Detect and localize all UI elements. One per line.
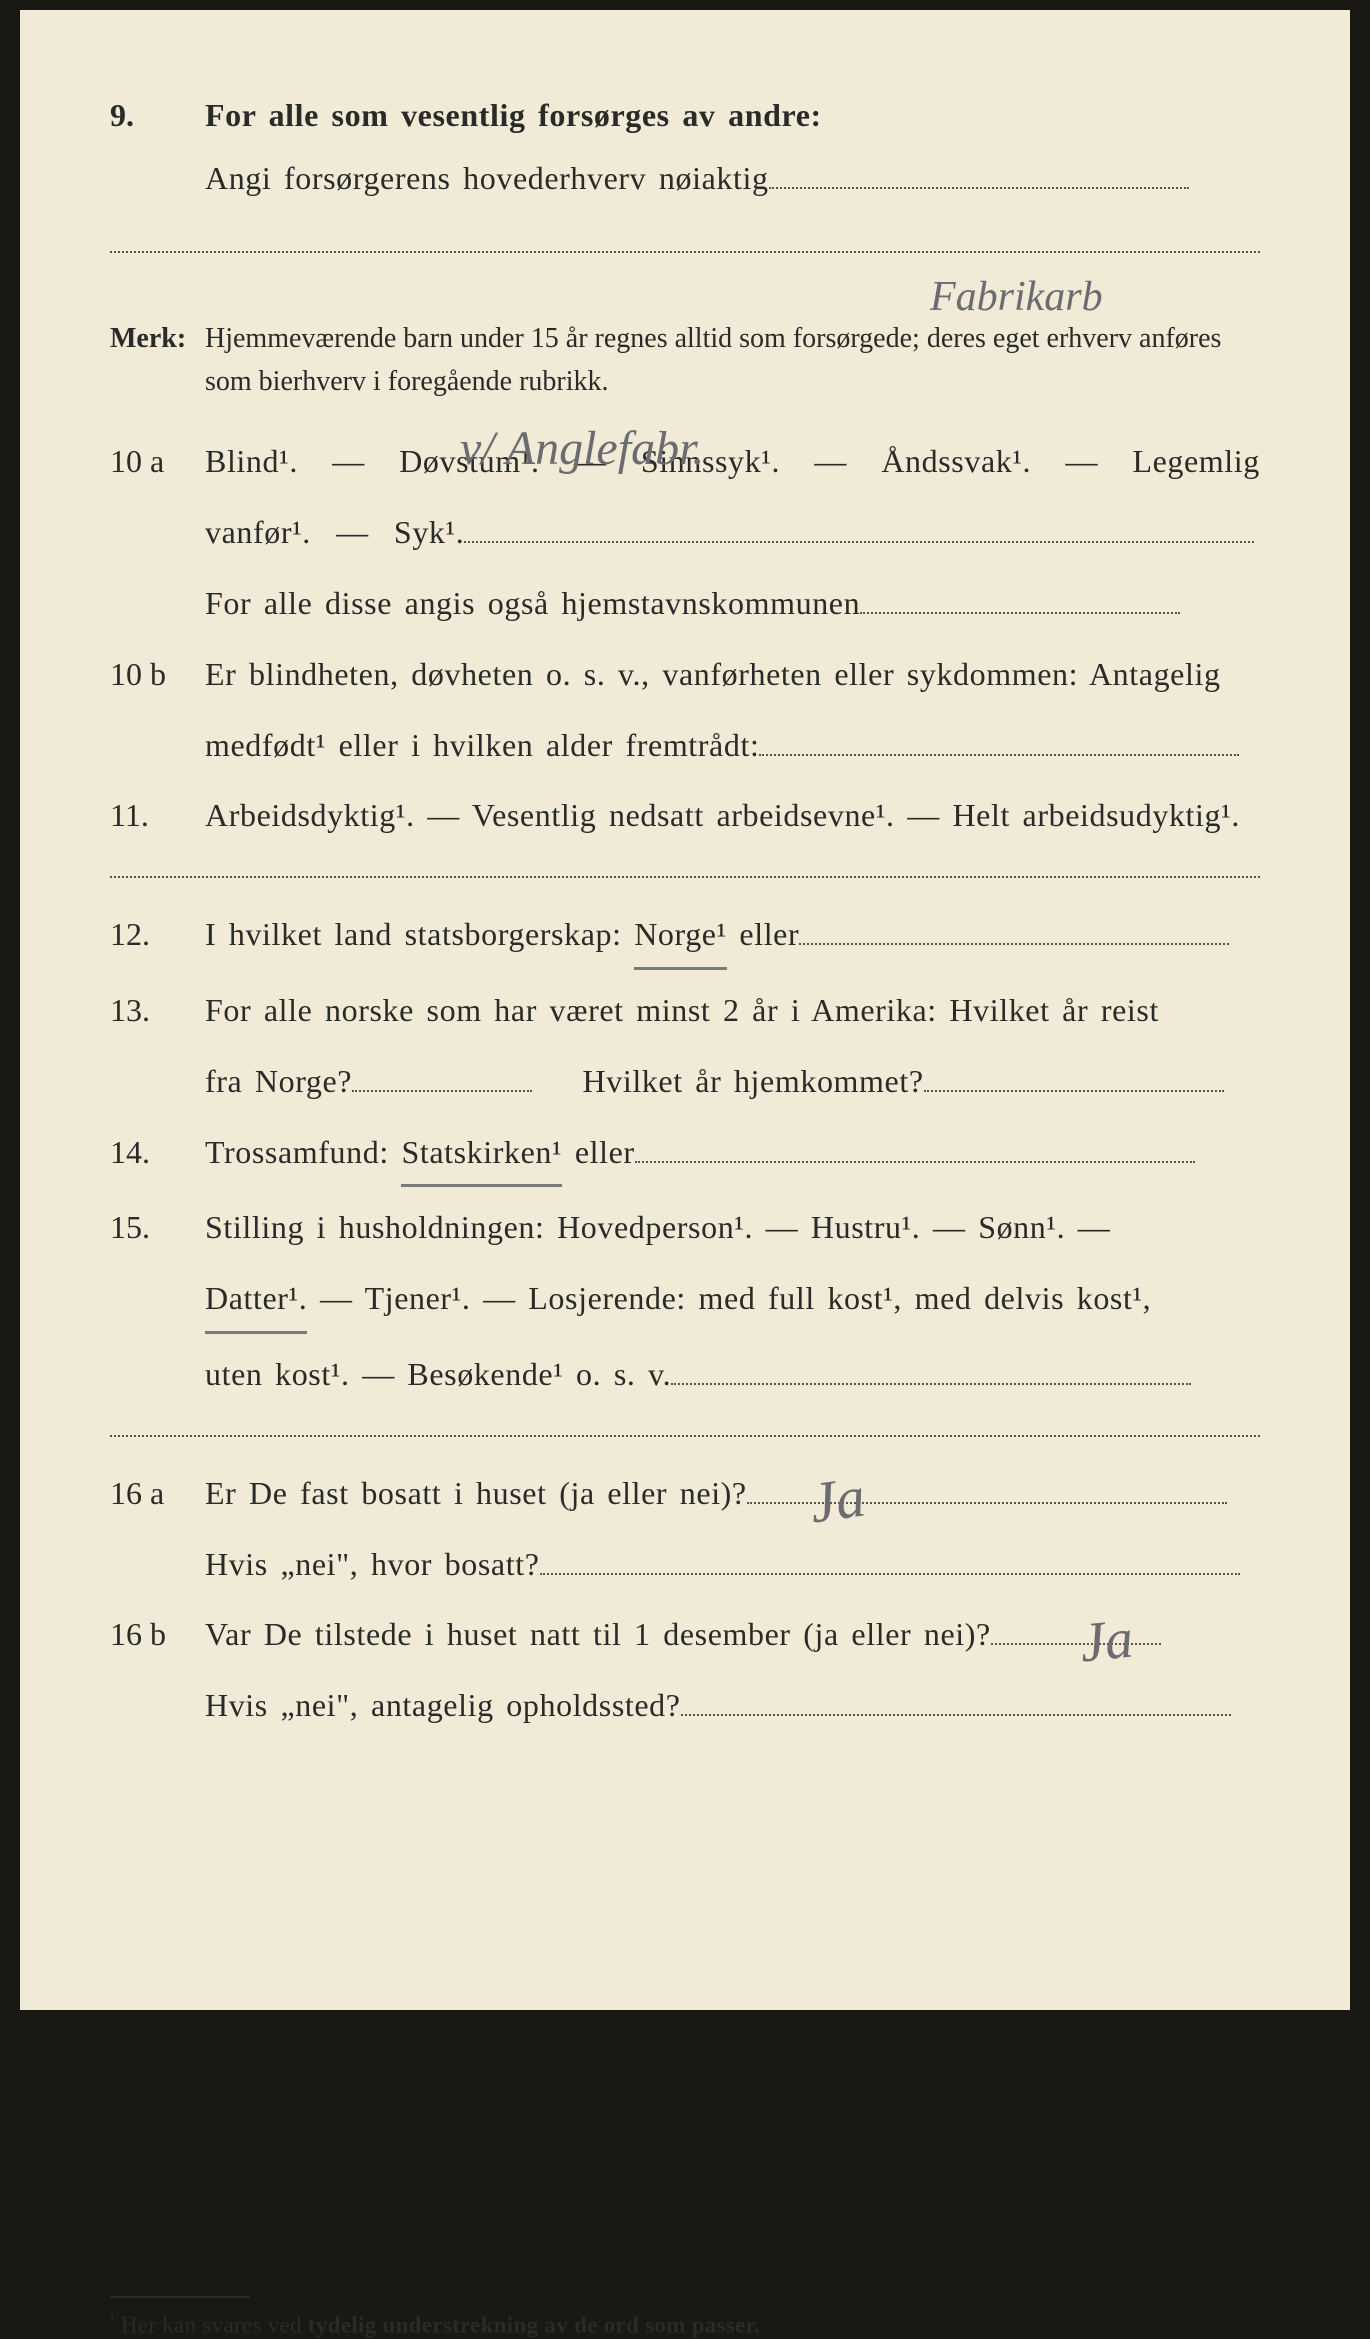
q16a-row2: Hvis „nei", hvor bosatt? bbox=[110, 1534, 1260, 1595]
q13-row2: fra Norge? Hvilket år hjemkommet? bbox=[110, 1051, 1260, 1112]
q9-blank bbox=[769, 187, 1189, 189]
q10b-line2: medfødt¹ eller i hvilken alder fremtrådt… bbox=[205, 715, 1260, 776]
q10a-number: 10 a bbox=[110, 431, 205, 492]
merk-label: Merk: bbox=[110, 317, 205, 404]
footnote: ¹ Her kan svares ved tydelig understrekn… bbox=[110, 2312, 1260, 2339]
divider-15 bbox=[110, 1435, 1260, 1437]
q10a-row3: For alle disse angis også hjemstavnskomm… bbox=[110, 573, 1260, 634]
q9-line-row: Angi forsørgerens hovederhverv nøiaktig … bbox=[110, 148, 1260, 209]
q13-line2: fra Norge? Hvilket år hjemkommet? bbox=[205, 1051, 1260, 1112]
q13-row1: 13. For alle norske som har været minst … bbox=[110, 980, 1260, 1041]
q11-text: Arbeidsdyktig¹. — Vesentlig nedsatt arbe… bbox=[205, 785, 1260, 846]
q15-number: 15. bbox=[110, 1197, 205, 1258]
q15-row1: 15. Stilling i husholdningen: Hovedperso… bbox=[110, 1197, 1260, 1258]
q15-row3: uten kost¹. — Besøkende¹ o. s. v. bbox=[110, 1344, 1260, 1405]
q12-row: 12. I hvilket land statsborgerskap: Norg… bbox=[110, 904, 1260, 970]
form-page: 9. For alle som vesentlig forsørges av a… bbox=[20, 10, 1350, 2010]
q16b-handwriting: Ja bbox=[1075, 1586, 1139, 1697]
q10a-line1: Blind¹.— Døvstum¹.— Sinnssyk¹.— Åndssvak… bbox=[205, 431, 1260, 492]
q11-row: 11. Arbeidsdyktig¹. — Vesentlig nedsatt … bbox=[110, 785, 1260, 846]
q16a-row1: 16 a Er De fast bosatt i huset (ja eller… bbox=[110, 1463, 1260, 1524]
q12-body: I hvilket land statsborgerskap: Norge¹ e… bbox=[205, 904, 1260, 970]
q14-number: 14. bbox=[110, 1122, 205, 1183]
q16b-row1: 16 b Var De tilstede i huset natt til 1 … bbox=[110, 1604, 1260, 1665]
q9-handwriting-2: v/ Anglefabr. bbox=[460, 421, 704, 476]
q10b-line1: Er blindheten, døvheten o. s. v., vanfør… bbox=[205, 644, 1260, 705]
q16a-line2: Hvis „nei", hvor bosatt? bbox=[205, 1534, 1260, 1595]
q12-selected: Norge¹ bbox=[634, 904, 727, 970]
q15-line3: uten kost¹. — Besøkende¹ o. s. v. bbox=[205, 1344, 1260, 1405]
q10a-row2: vanfør¹. — Syk¹. bbox=[110, 502, 1260, 563]
q11-number: 11. bbox=[110, 785, 205, 846]
q9-line-text: Angi forsørgerens hovederhverv nøiaktig bbox=[205, 160, 769, 196]
q12-number: 12. bbox=[110, 904, 205, 965]
footnote-bold: tydelig understrekning av de ord som pas… bbox=[308, 2313, 760, 2338]
q10a-line3: For alle disse angis også hjemstavnskomm… bbox=[205, 573, 1260, 634]
q15-row2: Datter¹. — Tjener¹. — Losjerende: med fu… bbox=[110, 1268, 1260, 1334]
q15-line1: Stilling i husholdningen: Hovedperson¹. … bbox=[205, 1197, 1260, 1258]
divider-11 bbox=[110, 876, 1260, 878]
q16b-number: 16 b bbox=[110, 1604, 205, 1665]
q14-row: 14. Trossamfund: Statskirken¹ eller bbox=[110, 1122, 1260, 1188]
q9-title-row: 9. For alle som vesentlig forsørges av a… bbox=[110, 85, 1260, 146]
q10a-line2: vanfør¹. — Syk¹. bbox=[205, 502, 1260, 563]
q14-body: Trossamfund: Statskirken¹ eller bbox=[205, 1122, 1260, 1188]
q9-title: For alle som vesentlig forsørges av andr… bbox=[205, 85, 1260, 146]
q14-selected: Statskirken¹ bbox=[401, 1122, 562, 1188]
q9-line: Angi forsørgerens hovederhverv nøiaktig bbox=[205, 148, 1260, 209]
q9-number: 9. bbox=[110, 85, 205, 146]
q16a-number: 16 a bbox=[110, 1463, 205, 1524]
q10b-number: 10 b bbox=[110, 644, 205, 705]
q13-line1: For alle norske som har været minst 2 år… bbox=[205, 980, 1260, 1041]
q15-line2: Datter¹. — Tjener¹. — Losjerende: med fu… bbox=[205, 1268, 1260, 1334]
q13-number: 13. bbox=[110, 980, 205, 1041]
q10b-row2: medfødt¹ eller i hvilken alder fremtrådt… bbox=[110, 715, 1260, 776]
q9-hand2-row: v/ Anglefabr. bbox=[110, 251, 1260, 307]
q16a-line1: Er De fast bosatt i huset (ja eller nei)… bbox=[205, 1463, 1260, 1524]
footnote-rule bbox=[110, 2296, 250, 2298]
q10b-row1: 10 b Er blindheten, døvheten o. s. v., v… bbox=[110, 644, 1260, 705]
q15-selected: Datter¹. bbox=[205, 1268, 307, 1334]
